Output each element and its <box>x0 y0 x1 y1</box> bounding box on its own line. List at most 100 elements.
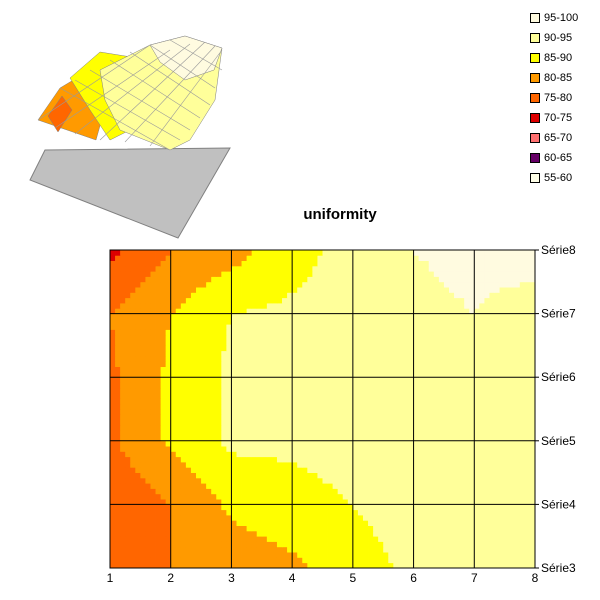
contour-cell <box>388 334 394 341</box>
contour-cell <box>368 313 374 320</box>
contour-cell <box>529 308 536 314</box>
contour-cell <box>261 488 268 495</box>
contour-cell <box>428 483 435 489</box>
contour-cell <box>423 366 430 373</box>
contour-cell <box>317 557 323 564</box>
contour-cell <box>110 541 116 548</box>
contour-cell <box>120 541 126 548</box>
contour-cell <box>261 313 268 320</box>
contour-cell <box>529 287 536 293</box>
contour-cell <box>322 329 328 336</box>
contour-cell <box>398 414 404 420</box>
contour-cell <box>271 361 278 367</box>
contour-cell <box>216 536 222 542</box>
contour-cell <box>246 456 253 463</box>
contour-cell <box>373 308 379 314</box>
contour-cell <box>226 509 232 516</box>
contour-cell <box>312 424 318 431</box>
contour-cell <box>332 462 339 468</box>
contour-cell <box>145 297 151 304</box>
contour-cell <box>221 292 227 299</box>
contour-cell <box>150 308 156 314</box>
contour-cell <box>383 340 389 346</box>
contour-cell <box>373 477 379 484</box>
contour-cell <box>256 552 263 558</box>
contour-cell <box>403 435 409 442</box>
contour-cell <box>292 287 298 293</box>
contour-cell <box>322 303 328 309</box>
contour-cell <box>276 440 283 447</box>
contour-cell <box>317 276 323 283</box>
contour-cell <box>337 446 344 452</box>
contour-cell <box>140 366 146 373</box>
contour-cell <box>383 345 389 352</box>
contour-cell <box>504 467 511 473</box>
contour-cell <box>226 350 232 357</box>
contour-cell <box>357 387 364 394</box>
contour-cell <box>368 440 374 447</box>
contour-cell <box>160 430 167 436</box>
contour-cell <box>307 334 313 341</box>
contour-cell <box>170 546 177 553</box>
contour-cell <box>327 557 334 564</box>
contour-cell <box>185 451 192 458</box>
contour-cell <box>378 557 384 564</box>
contour-cell <box>307 393 313 399</box>
contour-cell <box>474 504 480 511</box>
contour-cell <box>529 382 536 389</box>
contour-cell <box>312 477 318 484</box>
contour-cell <box>145 303 151 309</box>
contour-cell <box>347 393 354 399</box>
contour-cell <box>347 504 354 511</box>
contour-cell <box>292 451 298 458</box>
contour-cell <box>292 493 298 500</box>
contour-cell <box>332 483 339 489</box>
contour-cell <box>342 419 349 426</box>
contour-cell <box>413 287 420 293</box>
contour-cell <box>347 446 354 452</box>
contour-cell <box>373 276 379 283</box>
contour-cell <box>403 546 409 553</box>
contour-cell <box>140 536 146 542</box>
contour-cell <box>378 552 384 558</box>
contour-cell <box>362 430 369 436</box>
contour-cell <box>125 552 131 558</box>
contour-cell <box>175 409 182 415</box>
contour-cell <box>216 350 222 357</box>
contour-cell <box>165 424 172 431</box>
contour-cell <box>160 303 167 309</box>
contour-cell <box>276 382 283 389</box>
contour-cell <box>160 499 167 505</box>
contour-cell <box>327 562 334 569</box>
contour-cell <box>231 525 237 532</box>
contour-cell <box>393 271 399 277</box>
contour-cell <box>175 265 182 272</box>
contour-cell <box>140 488 146 495</box>
contour-cell <box>196 260 202 267</box>
contour-cell <box>469 318 475 325</box>
contour-cell <box>125 483 131 489</box>
contour-cell <box>287 313 293 320</box>
contour-cell <box>135 451 141 458</box>
contour-cell <box>499 493 506 500</box>
contour-cell <box>211 409 217 415</box>
contour-cell <box>327 334 334 341</box>
contour-cell <box>125 350 131 357</box>
contour-cell <box>165 387 172 394</box>
contour-cell <box>292 393 298 399</box>
contour-cell <box>459 255 465 261</box>
contour-cell <box>170 541 177 548</box>
contour-cell <box>170 318 177 325</box>
contour-cell <box>438 334 445 341</box>
contour-cell <box>236 292 242 299</box>
contour-cell <box>362 403 369 410</box>
contour-cell <box>378 546 384 553</box>
contour-cell <box>337 371 344 378</box>
contour-cell <box>519 308 526 314</box>
contour-cell <box>448 318 455 325</box>
contour-cell <box>438 557 445 564</box>
contour-cell <box>398 419 404 426</box>
contour-cell <box>276 350 283 357</box>
contour-cell <box>368 520 374 526</box>
contour-cell <box>120 382 126 389</box>
